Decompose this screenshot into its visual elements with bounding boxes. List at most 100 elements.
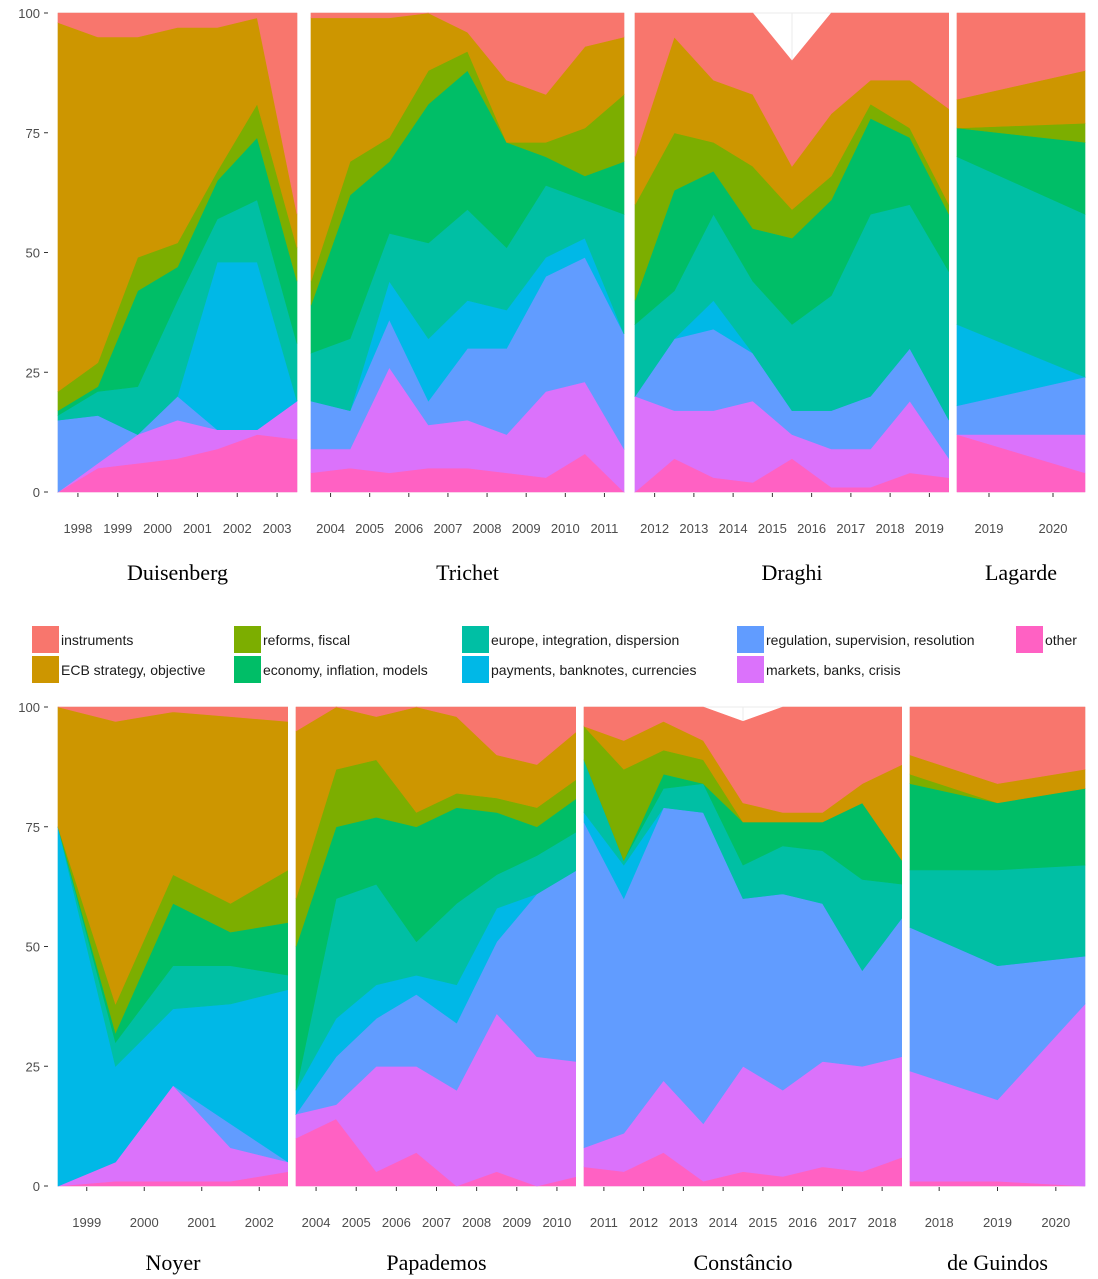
facet-label: Duisenberg bbox=[127, 560, 228, 585]
legend-item-instruments: instruments bbox=[32, 626, 133, 653]
x-tick-label: 2015 bbox=[748, 1215, 777, 1230]
x-tick-label: 2016 bbox=[797, 521, 826, 536]
x-tick-label: 2014 bbox=[719, 521, 748, 536]
legend-label: economy, inflation, models bbox=[263, 662, 428, 678]
y-tick-label: 25 bbox=[26, 365, 40, 380]
facet-trichet: 2004 2005 2006 2007 2008 2009 2010 2011 Trichet bbox=[303, 11, 632, 585]
facet-duisenberg: 1998 1999 2000 2001 2002 2003 Duisenberg bbox=[50, 11, 305, 585]
y-tick-label: 0 bbox=[33, 485, 40, 500]
y-tick-label: 75 bbox=[26, 126, 40, 141]
y-tick-label: 100 bbox=[18, 6, 40, 21]
x-tick-label: 2015 bbox=[758, 521, 787, 536]
legend-swatch bbox=[32, 626, 59, 653]
facet-label: Noyer bbox=[146, 1250, 202, 1275]
x-tick-label: 2002 bbox=[223, 521, 252, 536]
legend-label: europe, integration, dispersion bbox=[491, 632, 679, 648]
legend-item-markets: markets, banks, crisis bbox=[737, 656, 901, 683]
x-tick-label: 2020 bbox=[1041, 1215, 1070, 1230]
panel-1: 0 25 50 75 100 1998 1999 2000 2001 2002 2003 Duisen… bbox=[18, 6, 1093, 585]
facet-papademos: 2004 2005 2006 2007 2008 2009 2010 Papademos bbox=[288, 705, 585, 1275]
legend-label: markets, banks, crisis bbox=[766, 662, 901, 678]
x-tick-label: 2006 bbox=[394, 521, 423, 536]
x-tick-label: 2019 bbox=[915, 521, 944, 536]
x-tick-label: 2000 bbox=[143, 521, 172, 536]
facet-draghi: 2012 2013 2014 2015 2016 2017 2018 2019 Draghi bbox=[627, 11, 957, 585]
legend-swatch bbox=[234, 626, 261, 653]
facet-label: Trichet bbox=[436, 560, 499, 585]
legend-item-reforms: reforms, fiscal bbox=[234, 626, 350, 653]
legend-swatch bbox=[737, 656, 764, 683]
facet-label: de Guindos bbox=[947, 1250, 1048, 1275]
legend-item-payments: payments, banknotes, currencies bbox=[462, 656, 696, 683]
area-instruments bbox=[57, 12, 298, 215]
legend-item-regulation: regulation, supervision, resolution bbox=[737, 626, 975, 653]
x-tick-label: 2002 bbox=[245, 1215, 274, 1230]
panel-2: 0 25 50 75 100 1999 2000 2001 2002 Noyer 2004 2005 2… bbox=[18, 700, 1093, 1275]
x-tick-label: 2007 bbox=[422, 1215, 451, 1230]
area-instruments bbox=[956, 12, 1086, 100]
x-tick-label: 2010 bbox=[551, 521, 580, 536]
y-tick-label: 50 bbox=[26, 940, 40, 955]
x-tick-label: 2005 bbox=[342, 1215, 371, 1230]
x-tick-label: 2017 bbox=[828, 1215, 857, 1230]
x-tick-label: 2017 bbox=[836, 521, 865, 536]
facet-label: Papademos bbox=[386, 1250, 486, 1275]
x-tick-label: 1999 bbox=[103, 521, 132, 536]
x-tick-label: 2012 bbox=[640, 521, 669, 536]
x-tick-label: 2014 bbox=[709, 1215, 738, 1230]
x-tick-label: 2019 bbox=[975, 521, 1004, 536]
legend-label: reforms, fiscal bbox=[263, 632, 350, 648]
x-tick-label: 2009 bbox=[512, 521, 541, 536]
area-instruments bbox=[310, 12, 625, 95]
legend-swatch bbox=[1016, 626, 1043, 653]
legend-item-europe: europe, integration, dispersion bbox=[462, 626, 679, 653]
x-tick-label: 2010 bbox=[542, 1215, 571, 1230]
x-tick-label: 2004 bbox=[316, 521, 345, 536]
x-tick-label: 2013 bbox=[669, 1215, 698, 1230]
x-tick-label: 2020 bbox=[1039, 521, 1068, 536]
x-tick-label: 2018 bbox=[868, 1215, 897, 1230]
legend-item-strategy: ECB strategy, objective bbox=[32, 656, 206, 683]
facet-label: Lagarde bbox=[985, 560, 1057, 585]
legend-swatch bbox=[32, 656, 59, 683]
y-tick-label: 75 bbox=[26, 820, 40, 835]
x-tick-label: 2008 bbox=[473, 521, 502, 536]
x-tick-label: 2004 bbox=[302, 1215, 331, 1230]
legend-label: instruments bbox=[61, 632, 133, 648]
x-tick-label: 2000 bbox=[130, 1215, 159, 1230]
x-tick-label: 2013 bbox=[679, 521, 708, 536]
facet-label: Draghi bbox=[761, 560, 822, 585]
x-tick-label: 1998 bbox=[63, 521, 92, 536]
x-tick-label: 2001 bbox=[187, 1215, 216, 1230]
facet-const-ncio: 2011 2012 2013 2014 2015 2016 2017 2018 Constânc… bbox=[576, 705, 910, 1275]
x-tick-label: 2009 bbox=[502, 1215, 531, 1230]
y-tick-label: 0 bbox=[33, 1179, 40, 1194]
facet-de-guindos: 2018 2019 2020 de Guindos bbox=[902, 705, 1093, 1275]
legend: instruments ECB strategy, objective reform… bbox=[32, 626, 1077, 683]
legend-label: regulation, supervision, resolution bbox=[766, 632, 975, 648]
area-instruments bbox=[909, 706, 1086, 784]
x-tick-label: 2005 bbox=[355, 521, 384, 536]
legend-swatch bbox=[462, 656, 489, 683]
facet-label: Constâncio bbox=[694, 1250, 793, 1275]
facet-noyer: 1999 2000 2001 2002 Noyer bbox=[50, 705, 296, 1275]
x-tick-label: 2011 bbox=[590, 1215, 618, 1230]
x-tick-label: 2003 bbox=[263, 521, 292, 536]
x-tick-label: 1999 bbox=[72, 1215, 101, 1230]
x-tick-label: 2016 bbox=[788, 1215, 817, 1230]
facet-lagarde: 2019 2020 Lagarde bbox=[949, 11, 1093, 585]
x-tick-label: 2008 bbox=[462, 1215, 491, 1230]
legend-label: ECB strategy, objective bbox=[61, 662, 206, 678]
y-tick-label: 25 bbox=[26, 1059, 40, 1074]
x-tick-label: 2019 bbox=[983, 1215, 1012, 1230]
x-tick-label: 2018 bbox=[925, 1215, 954, 1230]
legend-swatch bbox=[234, 656, 261, 683]
y-tick-label: 100 bbox=[18, 700, 40, 715]
legend-label: other bbox=[1045, 632, 1077, 648]
x-tick-label: 2012 bbox=[629, 1215, 658, 1230]
legend-swatch bbox=[737, 626, 764, 653]
legend-swatch bbox=[462, 626, 489, 653]
x-tick-label: 2011 bbox=[590, 521, 618, 536]
x-tick-label: 2007 bbox=[433, 521, 462, 536]
